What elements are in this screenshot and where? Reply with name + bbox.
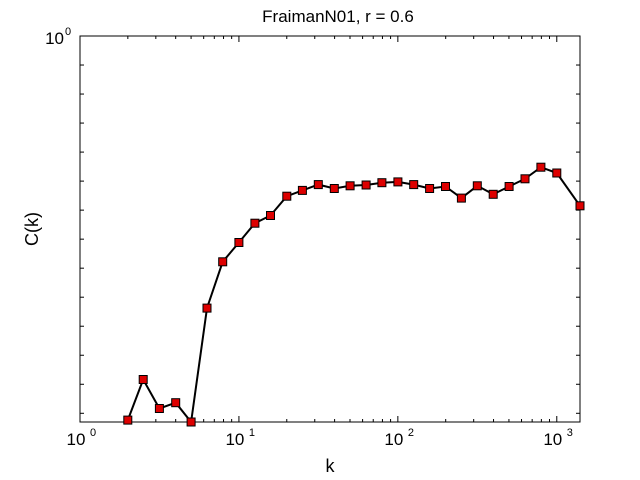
x-tick-label-exponent: 0: [90, 427, 96, 439]
plot-frame: [79, 35, 581, 423]
data-point-marker: [282, 191, 292, 201]
data-point-marker: [123, 415, 133, 425]
data-point-marker: [297, 185, 307, 195]
markers-group: [123, 162, 585, 427]
data-point-marker: [393, 177, 403, 187]
data-point-marker: [552, 168, 562, 178]
data-point-marker: [154, 404, 164, 413]
chart-title: FraimanN01, r = 0.6: [262, 7, 414, 26]
y-tick-label: 10: [45, 29, 64, 48]
x-tick-label: 10: [384, 430, 403, 449]
data-point-marker: [250, 218, 260, 228]
data-point-marker: [329, 184, 339, 193]
y-axis-label: C(k): [22, 212, 42, 246]
data-point-marker: [377, 178, 387, 188]
data-point-marker: [345, 181, 355, 191]
data-point-marker: [409, 180, 419, 190]
tick-labels: 10 0 10 1 10 2 10 310 0: [45, 26, 573, 449]
data-point-marker: [313, 180, 323, 190]
data-point-marker: [441, 182, 450, 191]
data-point-marker: [266, 211, 275, 220]
data-point-marker: [202, 303, 212, 313]
x-axis-label: k: [326, 456, 336, 476]
data-point-marker: [472, 181, 482, 191]
x-tick-label-exponent: 1: [249, 427, 255, 439]
data-point-marker: [186, 417, 196, 427]
axis-ticks: [79, 35, 580, 422]
x-tick-label-exponent: 2: [408, 427, 414, 439]
data-point-marker: [218, 257, 228, 267]
data-point-marker: [234, 238, 244, 247]
data-point-marker: [361, 180, 371, 190]
data-point-marker: [536, 162, 546, 172]
data-point-marker: [488, 189, 498, 199]
y-tick-label-exponent: 0: [65, 26, 71, 38]
data-point-marker: [456, 193, 466, 203]
data-point-marker: [425, 184, 435, 193]
x-tick-label-exponent: 3: [567, 427, 573, 439]
x-tick-label: 10: [543, 430, 562, 449]
data-point-marker: [575, 201, 585, 211]
x-tick-label: 10: [225, 430, 244, 449]
x-tick-label: 10: [67, 430, 86, 449]
data-point-marker: [520, 174, 530, 184]
data-point-marker: [138, 375, 148, 384]
data-point-marker: [504, 182, 514, 191]
data-point-marker: [171, 398, 181, 408]
